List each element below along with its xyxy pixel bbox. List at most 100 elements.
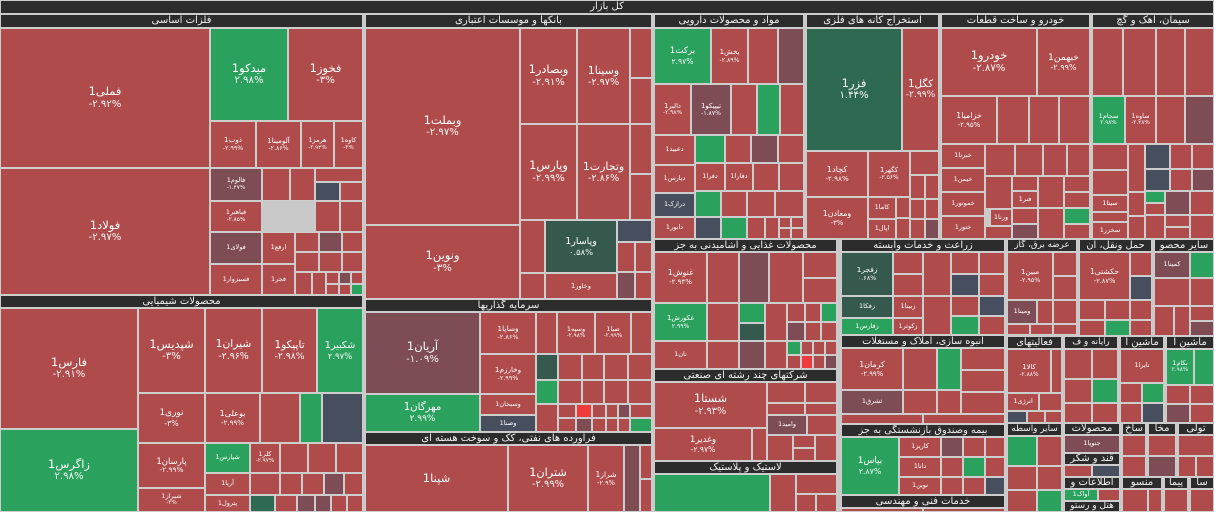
stock-tile-unlabeled[interactable] xyxy=(985,477,1005,495)
stock-tile-unlabeled[interactable] xyxy=(752,428,767,461)
stock-tile-unlabeled[interactable] xyxy=(778,28,804,84)
stock-tile[interactable]: مبین1 -۲.۹۵% xyxy=(1007,252,1053,300)
stock-tile[interactable]: شیراز1 -۳% xyxy=(138,488,205,512)
stock-tile-unlabeled[interactable] xyxy=(635,242,652,272)
stock-tile-unlabeled[interactable] xyxy=(1154,306,1174,336)
stock-tile-unlabeled[interactable] xyxy=(747,191,775,217)
stock-tile-unlabeled[interactable] xyxy=(910,175,925,199)
stock-tile[interactable]: هرمز1 -۲.۹۴% xyxy=(301,121,334,168)
stock-tile-unlabeled[interactable] xyxy=(1039,393,1062,411)
stock-tile-unlabeled[interactable] xyxy=(925,175,939,199)
stock-tile-unlabeled[interactable] xyxy=(342,232,363,252)
stock-tile[interactable]: صبا1 -۲.۹۹% xyxy=(595,312,631,354)
stock-tile-unlabeled[interactable] xyxy=(1145,144,1170,169)
stock-tile-unlabeled[interactable] xyxy=(1015,144,1043,176)
stock-tile-unlabeled[interactable] xyxy=(520,220,545,273)
stock-tile[interactable]: وساپا1 -۲.۸۶% xyxy=(480,312,536,354)
stock-tile-unlabeled[interactable] xyxy=(951,316,979,335)
stock-tile-unlabeled[interactable] xyxy=(319,232,342,252)
stock-tile[interactable]: سخزر1 xyxy=(1092,222,1128,239)
stock-tile-unlabeled[interactable] xyxy=(1122,489,1148,512)
stock-tile-unlabeled[interactable] xyxy=(767,403,805,415)
stock-tile-unlabeled[interactable] xyxy=(1145,215,1165,239)
stock-tile-unlabeled[interactable] xyxy=(985,144,1015,176)
stock-tile-unlabeled[interactable] xyxy=(1164,489,1188,512)
stock-tile[interactable]: زاگرس1 ۲.۹۸% xyxy=(0,429,138,512)
sector-header[interactable]: منسو xyxy=(1122,477,1162,489)
stock-tile[interactable]: ومعادن1 -۳% xyxy=(806,197,868,239)
stock-tile-unlabeled[interactable] xyxy=(1092,28,1123,96)
stock-tile[interactable]: کالا1 -۲.۸۸% xyxy=(1007,349,1051,393)
stock-tile-unlabeled[interactable] xyxy=(767,435,793,461)
stock-tile[interactable]: تاپیکو1 -۲.۹۸% xyxy=(262,308,317,393)
stock-tile-unlabeled[interactable] xyxy=(765,217,779,239)
stock-tile-unlabeled[interactable] xyxy=(1142,383,1164,403)
stock-tile-unlabeled[interactable] xyxy=(937,390,961,414)
stock-tile-unlabeled[interactable] xyxy=(1059,96,1090,144)
stock-tile-unlabeled[interactable] xyxy=(618,418,630,432)
stock-tile-unlabeled[interactable] xyxy=(260,393,300,443)
stock-tile-unlabeled[interactable] xyxy=(739,323,765,341)
sector-header[interactable]: سایر محصو xyxy=(1154,239,1214,252)
stock-tile-unlabeled[interactable] xyxy=(963,477,985,495)
stock-tile-unlabeled[interactable] xyxy=(779,217,791,228)
stock-tile[interactable]: بپاس1 ۲.۸۷% xyxy=(841,437,899,495)
stock-tile-unlabeled[interactable] xyxy=(635,272,652,299)
stock-tile-unlabeled[interactable] xyxy=(721,217,747,239)
stock-tile-unlabeled[interactable] xyxy=(739,303,765,323)
stock-tile[interactable]: زفکا1 xyxy=(841,296,893,318)
stock-tile[interactable]: ومینا1 xyxy=(1007,300,1037,324)
stock-tile[interactable]: کرمان1 -۲.۹۹% xyxy=(841,348,903,390)
sector-header[interactable]: رایانه و ف xyxy=(1064,336,1118,349)
stock-tile[interactable]: زبینا1 xyxy=(893,296,923,318)
stock-tile-unlabeled[interactable] xyxy=(315,201,340,232)
stock-tile[interactable]: کچاد1 -۲.۹۸% xyxy=(806,151,868,197)
stock-tile-unlabeled[interactable] xyxy=(1185,28,1214,96)
stock-tile-unlabeled[interactable] xyxy=(336,443,363,473)
stock-tile-unlabeled[interactable] xyxy=(1120,383,1142,403)
stock-tile-unlabeled[interactable] xyxy=(1190,489,1214,512)
stock-tile[interactable]: وتجارت1 -۲.۸۶% xyxy=(577,124,630,220)
stock-tile-unlabeled[interactable] xyxy=(618,404,630,418)
stock-tile-unlabeled[interactable] xyxy=(1122,435,1146,456)
stock-tile-unlabeled[interactable] xyxy=(1029,96,1059,144)
stock-tile-unlabeled[interactable] xyxy=(941,457,963,477)
stock-tile-unlabeled[interactable] xyxy=(1007,436,1037,466)
stock-tile-unlabeled[interactable] xyxy=(779,228,791,239)
stock-tile-unlabeled[interactable] xyxy=(1092,170,1128,195)
stock-tile-unlabeled[interactable] xyxy=(739,341,765,369)
sector-header[interactable]: اطلاعات و xyxy=(1064,477,1120,489)
stock-tile-unlabeled[interactable] xyxy=(779,163,804,191)
stock-tile-unlabeled[interactable] xyxy=(654,474,770,512)
stock-tile-unlabeled[interactable] xyxy=(520,273,545,299)
stock-tile-unlabeled[interactable] xyxy=(312,272,326,295)
stock-tile-unlabeled[interactable] xyxy=(707,303,739,341)
stock-tile-unlabeled[interactable] xyxy=(640,479,652,512)
stock-tile-unlabeled[interactable] xyxy=(1192,169,1214,191)
stock-tile-unlabeled[interactable] xyxy=(825,355,837,369)
stock-tile[interactable]: فزر1 ۱.۴۴% xyxy=(806,28,902,151)
stock-tile-unlabeled[interactable] xyxy=(1007,324,1030,335)
stock-tile[interactable]: دعبید1 xyxy=(654,135,695,165)
stock-tile-unlabeled[interactable] xyxy=(339,284,351,295)
stock-tile[interactable]: آریان1 -۱.۰۹% xyxy=(365,312,480,394)
stock-tile-unlabeled[interactable] xyxy=(592,418,606,432)
stock-tile-unlabeled[interactable] xyxy=(997,96,1029,144)
stock-tile-unlabeled[interactable] xyxy=(1038,176,1064,208)
stock-tile-unlabeled[interactable] xyxy=(1043,144,1067,176)
stock-tile-unlabeled[interactable] xyxy=(1064,176,1090,192)
stock-tile-unlabeled[interactable] xyxy=(961,348,1005,370)
stock-tile-unlabeled[interactable] xyxy=(536,354,558,380)
stock-tile[interactable]: وغدیر1 -۲.۹۷% xyxy=(654,428,752,461)
stock-tile-unlabeled[interactable] xyxy=(275,495,297,512)
stock-tile[interactable]: برکت1 ۲.۹۷% xyxy=(654,28,711,84)
stock-tile-unlabeled[interactable] xyxy=(1154,278,1190,306)
stock-tile-unlabeled[interactable] xyxy=(1128,144,1145,192)
stock-tile[interactable]: خیمن1 xyxy=(941,168,985,192)
stock-tile-unlabeled[interactable] xyxy=(1170,144,1192,169)
stock-tile-unlabeled[interactable] xyxy=(791,217,804,228)
stock-tile-unlabeled[interactable] xyxy=(753,163,779,191)
stock-tile-unlabeled[interactable] xyxy=(326,284,339,295)
stock-tile-unlabeled[interactable] xyxy=(340,182,363,201)
stock-tile-unlabeled[interactable] xyxy=(1092,212,1128,222)
